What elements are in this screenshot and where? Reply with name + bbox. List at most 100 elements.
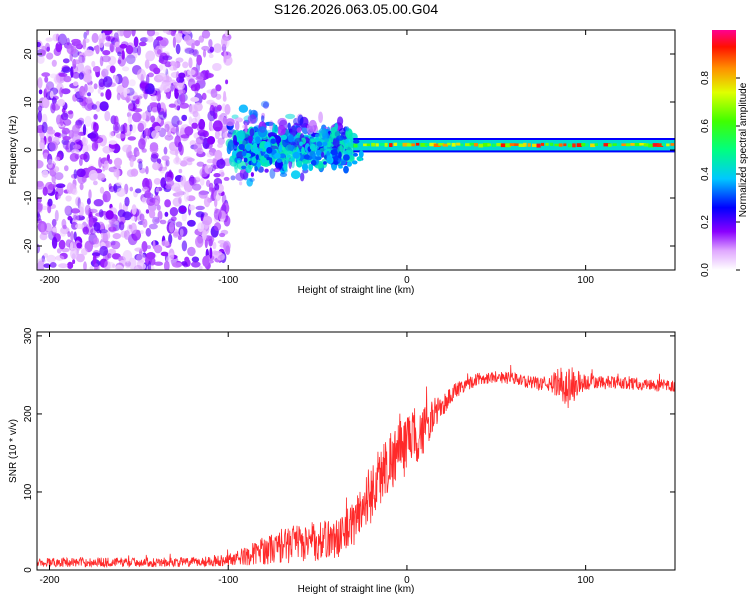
spectrogram-blob — [322, 141, 328, 146]
spectrogram-blob — [198, 265, 203, 270]
ridge-segment — [536, 143, 541, 148]
spectrogram-blob — [58, 263, 68, 269]
spectrogram-blob — [299, 141, 303, 147]
ridge-segment — [389, 143, 393, 147]
spectrogram-blob — [46, 46, 50, 52]
spectrogram-blob — [175, 125, 179, 136]
ridge-segment — [456, 142, 461, 146]
spectrogram-blob — [198, 35, 205, 43]
spectrogram-blob — [125, 54, 136, 65]
spectrogram-blob — [277, 117, 288, 127]
spectrogram-blob — [213, 208, 222, 221]
spectrogram-blob — [172, 197, 182, 207]
spectrogram-blob — [148, 223, 158, 230]
spectrogram-blob — [120, 216, 126, 221]
spectrogram-blob — [157, 158, 162, 164]
spectrogram-blob — [51, 218, 57, 227]
spectrogram-blob — [217, 137, 225, 145]
spectrogram-blob — [112, 263, 116, 269]
spectrogram-blob — [90, 228, 97, 235]
spectrogram-blob — [181, 114, 188, 122]
spectrogram-blob — [207, 110, 216, 122]
spectrogram-blob — [135, 188, 142, 194]
spectrogram-blob — [41, 170, 49, 178]
spectrogram-blob — [43, 152, 49, 160]
spectrogram-blob — [72, 81, 79, 87]
spectrogram-blob — [225, 118, 235, 127]
spectrogram-blob — [88, 189, 92, 201]
spectrogram-blob — [51, 59, 57, 67]
spectrogram-blob — [260, 100, 270, 108]
spectrogram-blob — [194, 112, 201, 124]
spectrogram-blob — [114, 41, 120, 48]
spectrogram-blob — [140, 230, 144, 235]
spectrogram-blob — [89, 211, 93, 217]
spectrogram-blob — [198, 118, 206, 130]
spectrogram-blob — [254, 165, 258, 172]
spectrogram-blob — [318, 132, 323, 143]
spectrogram-blob — [91, 60, 96, 68]
spectrogram-blob — [279, 153, 286, 159]
spectrogram-blob — [248, 109, 252, 116]
spectrogram-blob — [199, 132, 206, 141]
spectrogram-blob — [210, 88, 218, 98]
spectrogram-blob — [72, 212, 80, 223]
spectrogram-blob — [54, 156, 60, 162]
spectrogram-blob — [195, 235, 204, 248]
spectrogram-blob — [42, 97, 50, 109]
spectrogram-blob — [128, 103, 138, 111]
spectrogram-blob — [157, 72, 167, 80]
spectrogram-blob — [299, 153, 304, 162]
spectrogram-blob — [343, 154, 350, 161]
spectrogram-blob — [217, 143, 223, 149]
ridge-segment — [473, 143, 478, 147]
spectrogram-blob — [153, 178, 161, 185]
spectrogram-blob — [140, 37, 149, 43]
spectrogram-blob — [86, 198, 91, 205]
spectrogram-blob — [184, 47, 194, 52]
spectrogram-blob — [144, 83, 155, 95]
spectrogram-blob — [133, 36, 139, 48]
spectrogram-blob — [54, 209, 59, 222]
ridge-segment — [643, 143, 649, 147]
spectrogram-blob — [75, 120, 85, 126]
ridge-segment — [576, 143, 583, 147]
spectrogram-blob — [213, 43, 222, 53]
snr-y-tick-label: 200 — [23, 405, 34, 422]
ridge-segment — [545, 142, 549, 146]
spectrogram-blob — [324, 133, 330, 143]
spectrogram-blob — [141, 241, 148, 253]
spectrogram-blob — [168, 103, 177, 108]
spectrogram-blob — [53, 166, 60, 173]
spectrogram-blob — [202, 215, 213, 226]
spectrogram-blob — [105, 89, 112, 101]
spectrogram-blob — [91, 104, 98, 110]
spectrogram-blob — [147, 260, 152, 270]
spectrogram-blob — [353, 152, 358, 157]
spectrogram-blob — [194, 40, 201, 47]
spectrogram-blob — [172, 36, 176, 48]
spectrogram-blob — [62, 136, 71, 141]
spectrogram-blob — [214, 149, 223, 160]
ridge-segment — [500, 143, 508, 148]
snr-series-line — [37, 364, 675, 569]
spectrogram-blob — [162, 30, 169, 34]
spectrogram-blob — [83, 31, 87, 40]
spectrogram-blob — [249, 177, 255, 182]
spectrogram-blob — [283, 164, 288, 172]
spectrogram-blob — [202, 49, 207, 58]
spectrogram-blob — [193, 142, 203, 153]
spectrogram-blob — [178, 196, 182, 204]
spectrogram-blob — [39, 138, 46, 151]
spectrogram-blob — [47, 129, 56, 135]
spectrogram-blob — [120, 124, 126, 135]
spectrogram-blob — [40, 223, 45, 233]
spectrogram-blob — [37, 159, 44, 169]
spectrogram-blob — [241, 165, 247, 170]
spectrogram-x-ticks: -200 -100 0 100 — [40, 30, 594, 286]
spectrogram-blob — [95, 44, 100, 55]
spectrogram-blob — [255, 154, 259, 161]
spectrogram-blob — [224, 104, 231, 115]
spectrogram-blob — [99, 245, 109, 257]
spectrogram-blob — [290, 125, 297, 137]
